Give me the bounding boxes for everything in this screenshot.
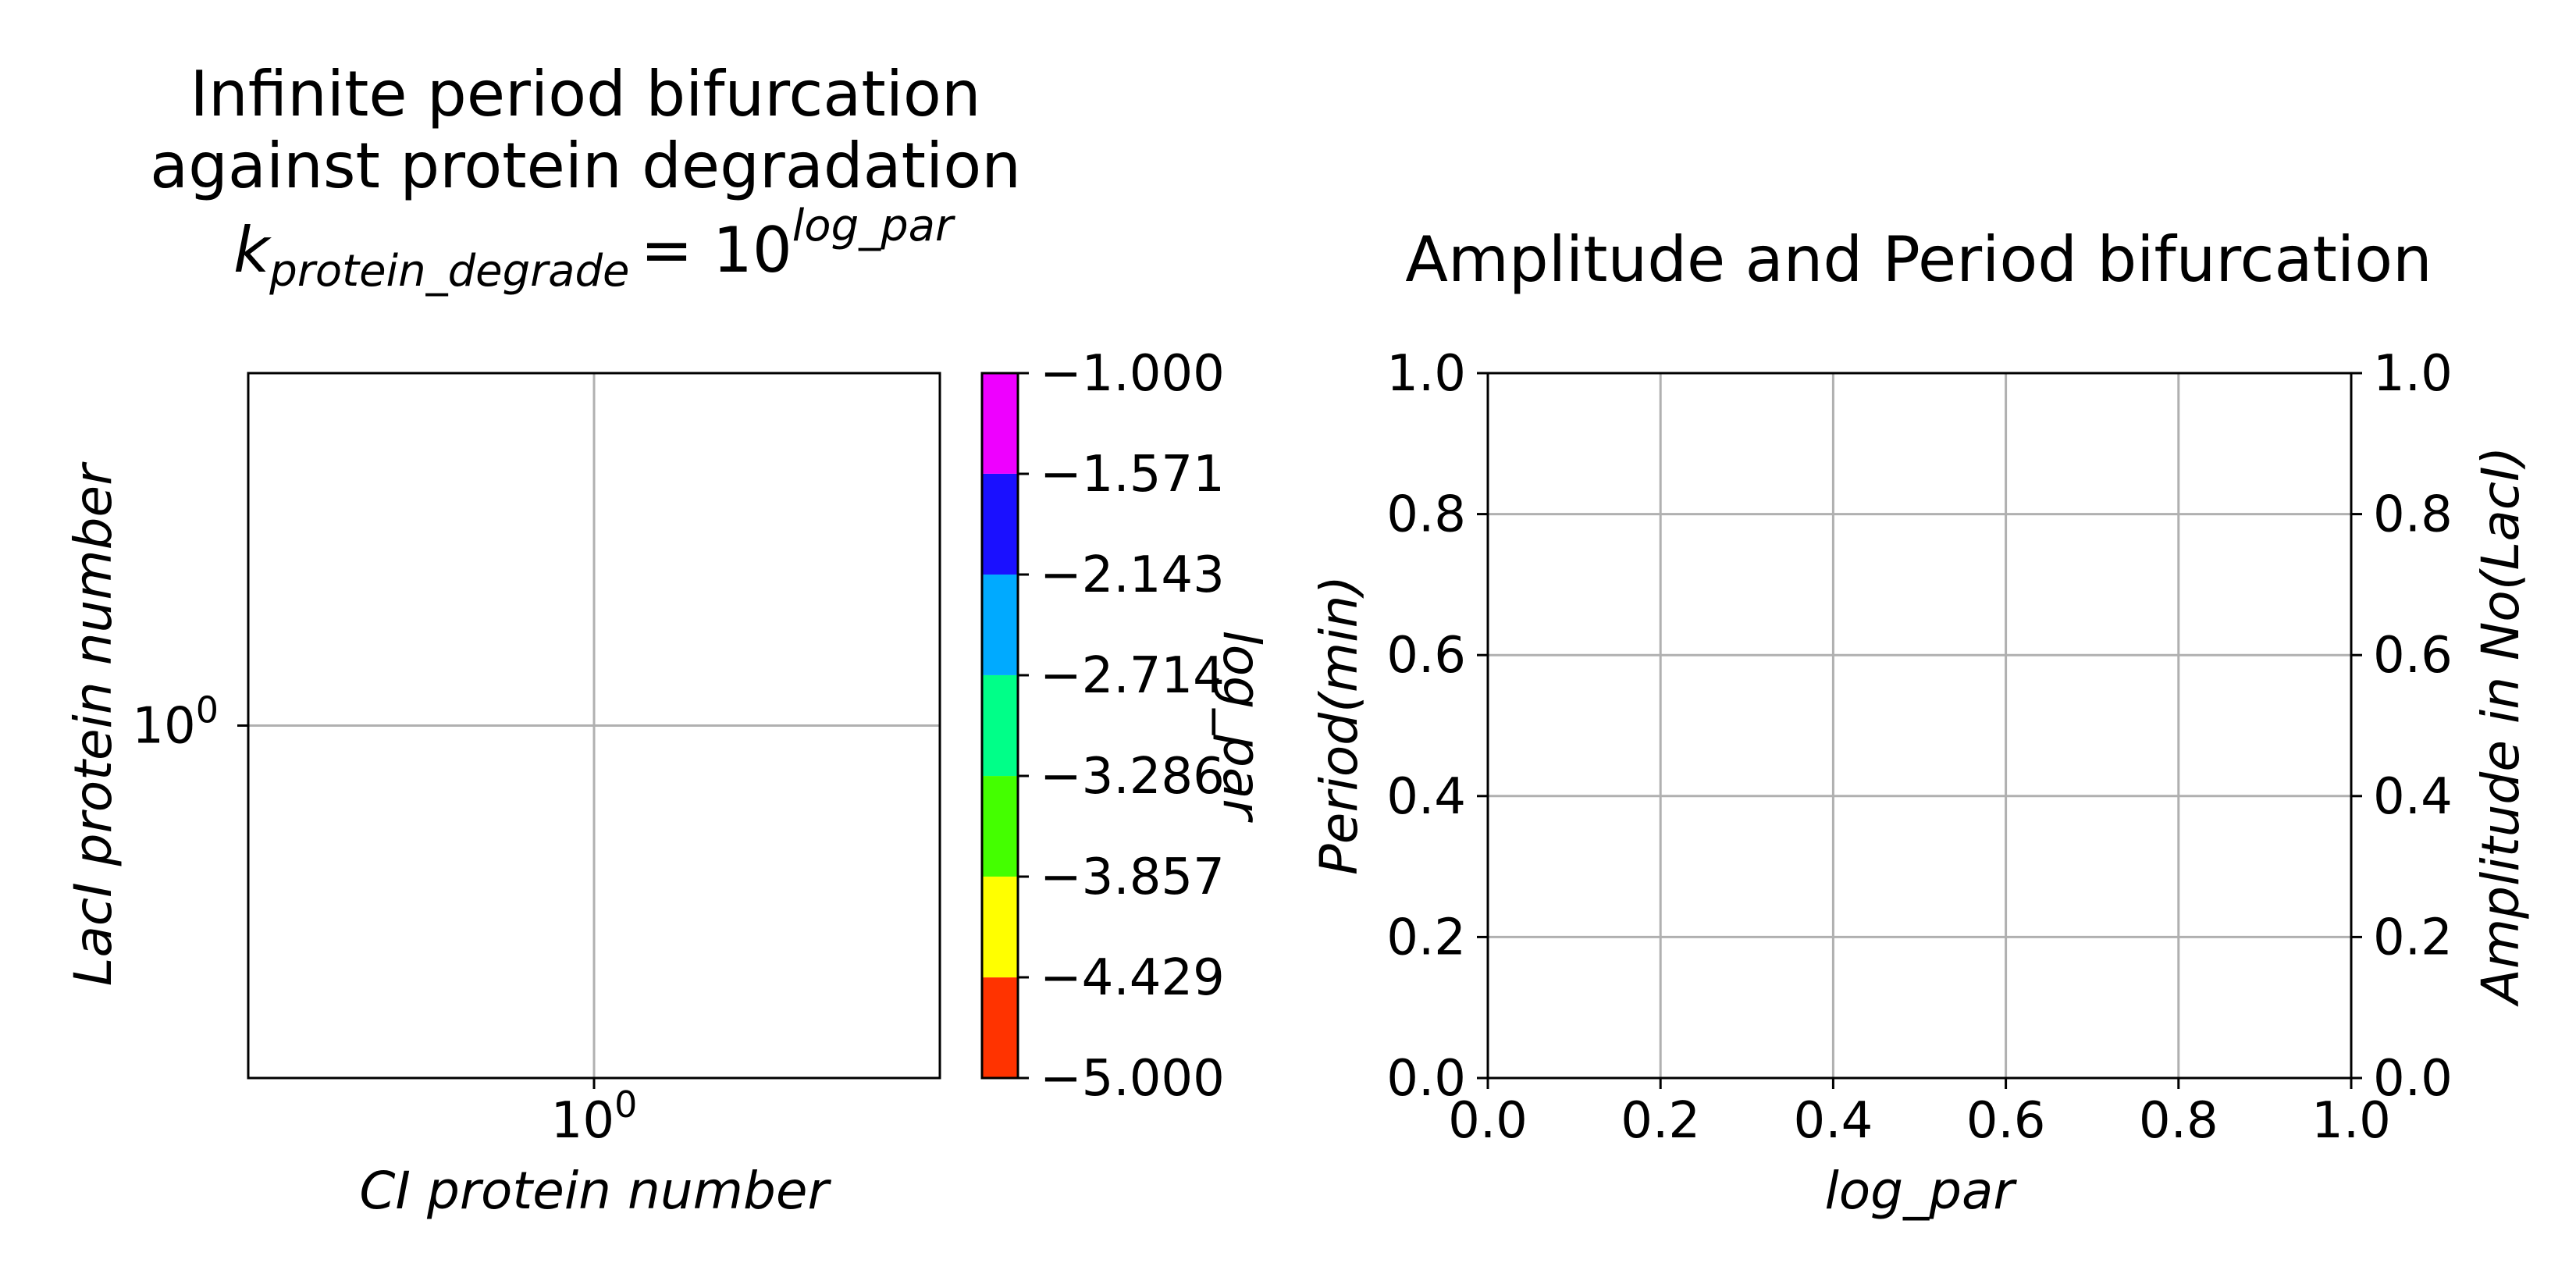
amplitude-period-chart: Amplitude and Period bifurcation 0.0 0.2 0… bbox=[1309, 223, 2531, 1221]
colorbar-band bbox=[982, 977, 1018, 1078]
right-right-y-tick-label: 0.6 bbox=[2373, 627, 2453, 685]
right-right-y-axis-label: Amplitude in No(LacI) bbox=[2471, 447, 2531, 1008]
left-chart-title-line2: against protein degradation bbox=[150, 130, 1021, 202]
formula-k-subscript: protein_degrade bbox=[269, 246, 629, 297]
right-left-y-tick-label: 0.4 bbox=[1386, 768, 1466, 826]
left-chart-title-formula: kprotein_degrade = 10log_par bbox=[233, 201, 955, 297]
right-right-y-tick-label: 0.8 bbox=[2373, 486, 2453, 544]
right-left-y-tick-label: 1.0 bbox=[1386, 345, 1466, 403]
right-right-y-tick-label: 0.4 bbox=[2373, 768, 2453, 826]
colorbar-band bbox=[982, 876, 1018, 978]
right-right-y-tick-label: 1.0 bbox=[2373, 345, 2453, 403]
left-y-tick-label: 100 bbox=[132, 689, 219, 756]
colorbar-band bbox=[982, 373, 1018, 474]
right-x-tick-label: 0.2 bbox=[1621, 1092, 1700, 1150]
right-left-y-tick-label: 0.8 bbox=[1386, 486, 1466, 544]
colorbar-tick-label: −2.143 bbox=[1040, 546, 1225, 604]
bifurcation-scatter-chart: Infinite period bifurcation against prot… bbox=[63, 58, 1272, 1221]
right-left-y-axis-label: Period(min) bbox=[1309, 575, 1369, 875]
right-left-y-tick-label: 0.0 bbox=[1386, 1050, 1466, 1108]
right-left-y-tick-label: 0.6 bbox=[1386, 627, 1466, 685]
formula-superscript: log_par bbox=[792, 201, 955, 251]
right-plot-area bbox=[1486, 372, 2353, 1080]
left-y-axis-label: LacI protein number bbox=[63, 461, 123, 986]
colorbar-band bbox=[982, 674, 1018, 777]
left-ticks: 100 100 bbox=[132, 689, 637, 1151]
colorbar-tick-label: −4.429 bbox=[1040, 949, 1225, 1007]
right-left-y-tick-label: 0.2 bbox=[1386, 909, 1466, 966]
colorbar-band bbox=[982, 776, 1018, 877]
colorbar-band bbox=[982, 575, 1018, 675]
formula-k: k bbox=[233, 214, 272, 286]
colorbar-tick-label: −5.000 bbox=[1040, 1050, 1225, 1108]
colorbar-band bbox=[982, 473, 1018, 575]
right-x-tick-label: 0.0 bbox=[1448, 1092, 1528, 1150]
right-x-axis-label: log_par bbox=[1824, 1161, 2017, 1221]
left-x-axis-label: CI protein number bbox=[359, 1161, 831, 1221]
left-x-tick-label: 100 bbox=[551, 1083, 638, 1150]
formula-equals: = 10 bbox=[640, 214, 792, 286]
colorbar-ticks: −1.000 −1.571 −2.143 −2.714 −3.286 −3.857 −4.4… bbox=[1018, 345, 1225, 1108]
right-x-tick-label: 0.8 bbox=[2139, 1092, 2218, 1150]
left-chart-title-line1: Infinite period bifurcation bbox=[190, 58, 980, 130]
colorbar-frame bbox=[980, 372, 1019, 1080]
colorbar bbox=[982, 373, 1018, 1078]
colorbar-tick-label: −3.857 bbox=[1040, 849, 1225, 906]
right-chart-title: Amplitude and Period bifurcation bbox=[1405, 223, 2432, 296]
right-ticks: 0.0 0.2 0.4 0.6 0.8 1.00.00.20.40.60.81.00.00… bbox=[1386, 345, 2453, 1150]
left-grid bbox=[248, 373, 940, 1078]
right-x-tick-label: 0.4 bbox=[1794, 1092, 1873, 1150]
right-right-y-tick-label: 0.0 bbox=[2373, 1050, 2453, 1108]
colorbar-label: log_par bbox=[1212, 630, 1272, 823]
colorbar-tick-label: −3.286 bbox=[1040, 748, 1225, 806]
colorbar-tick-label: −2.714 bbox=[1040, 647, 1225, 705]
right-x-tick-label: 1.0 bbox=[2311, 1092, 2391, 1150]
colorbar-tick-label: −1.000 bbox=[1040, 345, 1225, 403]
right-x-tick-label: 0.6 bbox=[1966, 1092, 2046, 1150]
right-right-y-tick-label: 0.2 bbox=[2373, 909, 2453, 966]
colorbar-tick-label: −1.571 bbox=[1040, 446, 1225, 503]
